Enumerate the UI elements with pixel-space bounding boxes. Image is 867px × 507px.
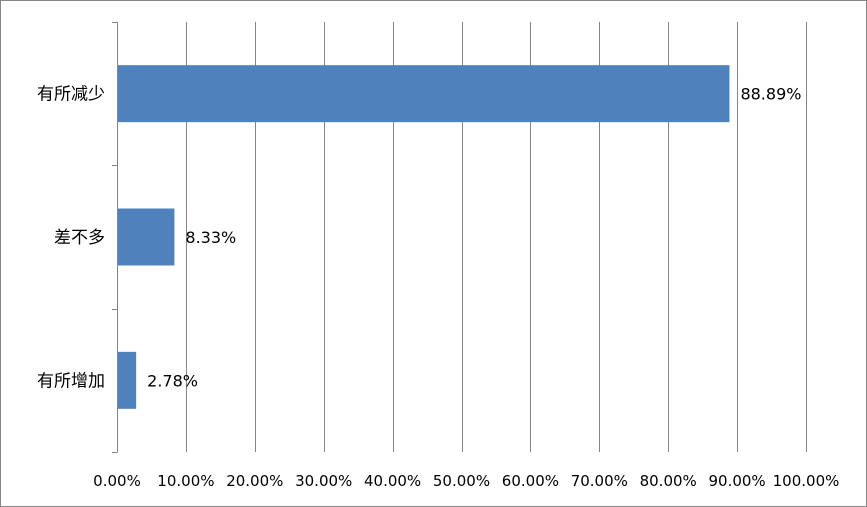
bar xyxy=(118,208,175,266)
data-label: 2.78% xyxy=(147,371,198,390)
x-tick-label: 10.00% xyxy=(157,472,214,490)
category-label: 差不多 xyxy=(54,228,105,248)
data-label: 88.89% xyxy=(740,85,801,104)
bars xyxy=(118,65,730,409)
x-tick-label: 0.00% xyxy=(93,472,141,490)
axes xyxy=(112,22,118,453)
x-tick-label: 40.00% xyxy=(364,472,421,490)
labels: 0.00% 10.00% 20.00% 30.00% 40.00% 50.00% 60.00… xyxy=(37,85,839,490)
x-tick-label: 20.00% xyxy=(226,472,283,490)
bar xyxy=(118,351,137,409)
x-tick-label: 70.00% xyxy=(571,472,628,490)
data-label: 8.33% xyxy=(185,228,236,247)
x-tick-label: 100.00% xyxy=(773,472,840,490)
category-label: 有所增加 xyxy=(37,371,105,391)
x-tick-label: 90.00% xyxy=(708,472,765,490)
x-tick-label: 60.00% xyxy=(502,472,559,490)
bar xyxy=(118,65,730,123)
x-tick-label: 80.00% xyxy=(640,472,697,490)
x-tick-label: 50.00% xyxy=(433,472,490,490)
category-label: 有所减少 xyxy=(37,85,105,105)
x-tick-label: 30.00% xyxy=(295,472,352,490)
